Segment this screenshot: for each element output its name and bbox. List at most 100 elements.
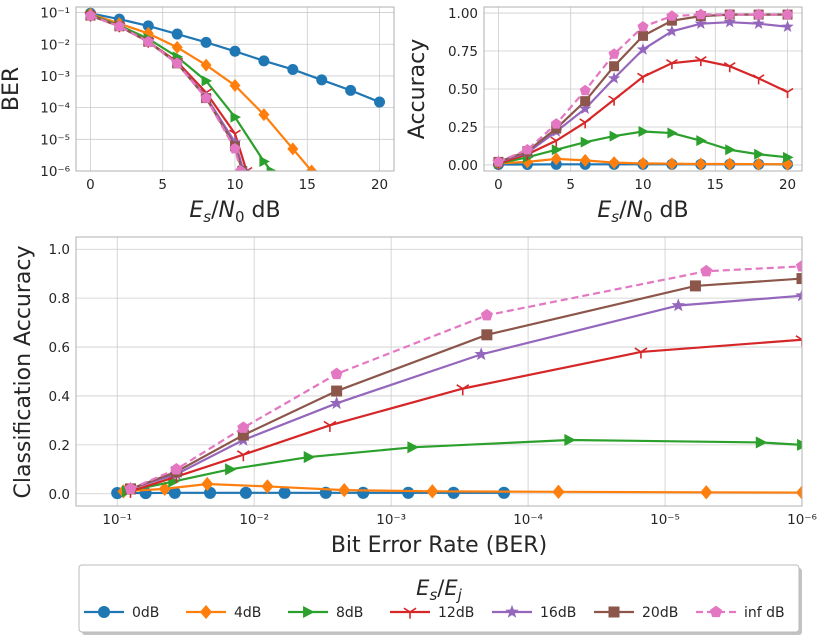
data-point-0dB: [316, 74, 327, 85]
ber-axis-label: Bit Error Rate (BER): [331, 533, 547, 558]
data-point-4dB: [724, 158, 735, 171]
data-point-8dB: [231, 112, 242, 123]
data-point-20dB: [638, 31, 648, 41]
y-tick-label: 0.4: [49, 389, 70, 405]
data-point-inf-dB: [481, 309, 493, 321]
data-point-0dB: [258, 55, 269, 66]
x-tick-label: 20: [371, 177, 388, 193]
y-tick-label: 10⁻²: [40, 37, 70, 53]
data-point-4dB: [261, 479, 273, 493]
data-point-inf-dB: [551, 118, 562, 128]
y-tick-label: 0.8: [49, 291, 70, 307]
legend-label: 8dB: [336, 605, 363, 621]
y-tick-label: 0.2: [49, 438, 70, 454]
data-point-0dB: [287, 64, 298, 75]
data-point-0dB: [230, 46, 241, 57]
data-point-8dB: [756, 436, 768, 448]
data-point-20dB: [331, 386, 342, 397]
ber-y-label: BER: [0, 67, 24, 111]
series-line-inf-dB: [131, 266, 803, 489]
data-point-0dB: [279, 487, 291, 499]
data-point-4dB: [753, 158, 764, 171]
x-tick-label: 10⁻⁴: [513, 512, 543, 528]
y-tick-label: 0.25: [448, 120, 478, 136]
data-point-20dB: [609, 61, 619, 71]
data-point-8dB: [407, 441, 419, 453]
data-point-0dB: [172, 29, 183, 40]
x-tick-label: 20: [779, 177, 796, 193]
x-tick-label: 5: [566, 177, 575, 193]
x-tick-label: 15: [707, 177, 724, 193]
data-point-8dB: [754, 149, 765, 160]
y-tick-label: 0.75: [448, 44, 478, 60]
y-tick-label: 0.0: [49, 487, 70, 503]
series-line-12dB: [90, 16, 246, 171]
y-tick-label: 0.50: [448, 82, 478, 98]
legend-label: 20dB: [642, 605, 678, 621]
x-tick-label: 10⁻⁵: [650, 512, 680, 528]
data-point-8dB: [225, 463, 237, 475]
legend-label: 0dB: [132, 605, 159, 621]
x-tick-label: 10: [226, 177, 243, 193]
legend-label: inf dB: [744, 605, 785, 621]
y-tick-label: 10⁻³: [40, 69, 70, 85]
data-point-20dB: [481, 329, 492, 340]
legend-label: 4dB: [234, 605, 261, 621]
data-point-4dB: [552, 485, 564, 499]
data-point-0dB: [357, 487, 369, 499]
data-point-8dB: [667, 128, 678, 139]
x-tick-label: 5: [158, 177, 167, 193]
series-line-16dB: [131, 296, 803, 489]
data-point-16dB: [672, 298, 686, 311]
data-point-0dB: [345, 85, 356, 96]
data-point-4dB: [338, 483, 350, 497]
data-point-inf-dB: [700, 265, 712, 277]
data-point-0dB: [240, 487, 252, 499]
accuracy-y-label: Accuracy: [405, 39, 430, 139]
data-point-4dB: [201, 59, 212, 72]
data-point-8dB: [610, 131, 621, 142]
x-tick-label: 10⁻³: [376, 512, 406, 528]
x-tick-label: 10⁻¹: [102, 512, 132, 528]
data-point-8dB: [304, 451, 316, 463]
legend-title: Es/Ej: [416, 576, 462, 604]
data-point-20dB: [580, 96, 590, 106]
x-tick-label: 10: [634, 177, 651, 193]
legend-label: 16dB: [540, 605, 576, 621]
series-line-inf-dB: [90, 16, 240, 171]
data-point-4dB: [426, 484, 438, 498]
y-tick-label: 10⁻¹: [40, 6, 70, 22]
data-point-8dB: [797, 439, 809, 451]
data-point-8dB: [696, 135, 707, 146]
y-tick-label: 1.0: [49, 242, 70, 258]
series-line-16dB: [90, 16, 243, 171]
data-point-16dB: [330, 396, 344, 409]
data-point-inf-dB: [666, 10, 677, 20]
x-tick-label: 10⁻²: [239, 512, 269, 528]
data-point-12dB: [609, 96, 620, 106]
series-line-8dB: [90, 15, 271, 171]
data-point-4dB: [700, 485, 712, 499]
x-tick-label: 0: [494, 177, 503, 193]
x-tick-label: 10⁻⁶: [787, 512, 817, 528]
legend-marker-0dB: [98, 606, 110, 618]
series-line-4dB: [123, 484, 802, 493]
data-point-inf-dB: [695, 9, 706, 19]
data-point-8dB: [581, 137, 592, 148]
data-point-0dB: [374, 97, 385, 108]
accuracy-x-label: Es/N0 dB: [597, 198, 688, 226]
data-point-16dB: [474, 347, 488, 360]
y-tick-label: 10⁻⁶: [40, 164, 70, 180]
data-point-0dB: [448, 487, 460, 499]
data-point-inf-dB: [170, 463, 182, 475]
series-line-20dB: [131, 279, 803, 489]
y-tick-label: 1.00: [448, 6, 478, 22]
data-point-8dB: [639, 126, 650, 137]
data-point-inf-dB: [237, 421, 249, 433]
data-point-0dB: [201, 37, 212, 48]
x-tick-label: 15: [299, 177, 316, 193]
